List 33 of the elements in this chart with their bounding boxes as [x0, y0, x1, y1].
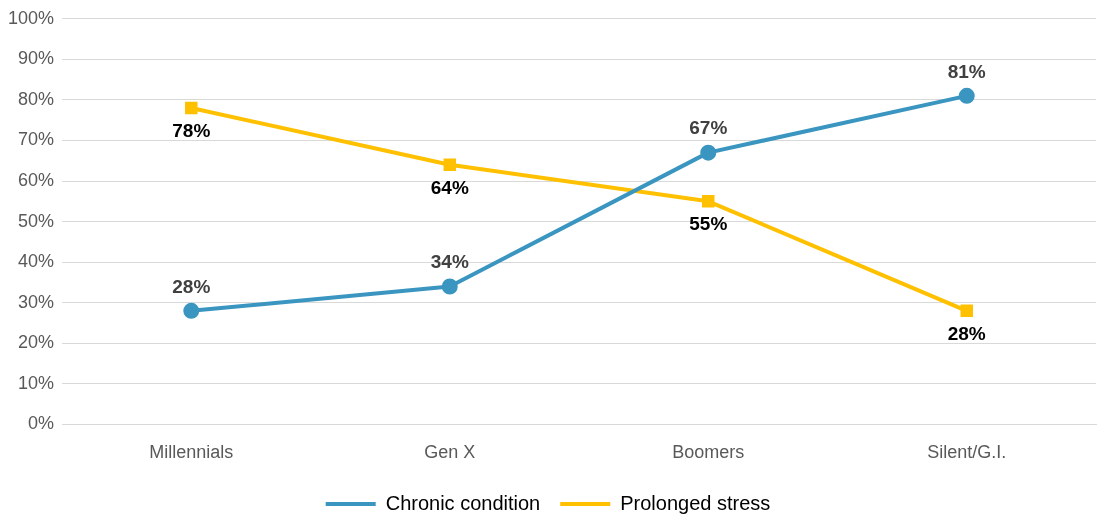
data-label: 67% [689, 117, 728, 139]
x-tick-label: Gen X [424, 442, 476, 463]
x-tick-label: Boomers [672, 442, 745, 463]
point [702, 195, 715, 208]
data-label: 28% [172, 275, 211, 297]
y-tick-label: 80% [18, 88, 55, 109]
point [960, 304, 973, 318]
y-tick-label: 60% [18, 170, 55, 191]
data-label: 28% [947, 322, 986, 344]
data-label: 81% [947, 60, 986, 82]
legend-label: Chronic condition [385, 491, 541, 514]
y-tick-label: 100% [7, 7, 55, 28]
data-label: 55% [689, 213, 728, 235]
point [441, 278, 458, 295]
x-tick-label: Millennials [149, 442, 234, 463]
y-tick-label: 70% [18, 129, 55, 150]
data-label: 64% [430, 176, 469, 198]
point [700, 144, 717, 161]
y-tick-label: 50% [18, 210, 55, 231]
point [183, 302, 200, 319]
point [958, 87, 975, 104]
point [185, 101, 198, 115]
point [443, 158, 457, 172]
y-tick-label: 40% [18, 251, 55, 272]
data-label: 34% [430, 251, 469, 273]
y-tick-label: 10% [18, 372, 55, 393]
y-tick-label: 20% [18, 332, 55, 353]
data-label: 78% [172, 119, 211, 141]
y-tick-label: 90% [18, 48, 55, 69]
y-tick-label: 0% [28, 413, 55, 434]
y-tick-label: 30% [18, 291, 55, 312]
legend-label: Prolonged stress [620, 491, 771, 514]
x-tick-label: Silent/G.I. [927, 442, 1007, 463]
